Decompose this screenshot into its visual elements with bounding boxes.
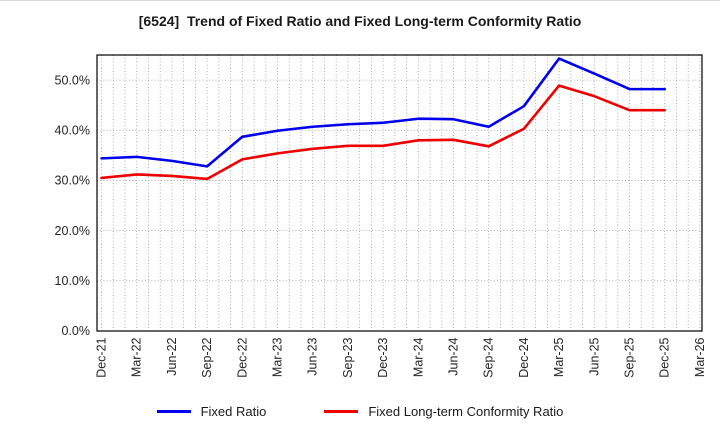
x-tick-label: Jun-24 (447, 337, 461, 375)
chart-title: [6524] Trend of Fixed Ratio and Fixed Lo… (138, 13, 582, 29)
x-tick-label: Dec-21 (95, 337, 109, 377)
x-tick-label: Sep-25 (623, 337, 637, 377)
chart-legend: Fixed Ratio Fixed Long-term Conformity R… (0, 404, 720, 419)
fixed-long-term-line-swatch (324, 410, 359, 413)
x-tick-label: Mar-23 (271, 337, 285, 377)
legend-item-fixed-ratio: Fixed Ratio (156, 404, 267, 419)
plot-border (96, 54, 703, 332)
y-tick-label: 40.0% (55, 123, 90, 137)
x-tick-label: Mar-26 (693, 337, 707, 377)
y-tick-label: 20.0% (55, 224, 90, 238)
x-tick-label: Dec-22 (235, 337, 249, 377)
x-tick-label: Dec-25 (658, 337, 672, 377)
x-tick-label: Mar-24 (411, 337, 425, 377)
x-tick-label: Sep-22 (200, 337, 214, 377)
x-tick-label: Sep-23 (341, 337, 355, 377)
y-tick-label: 50.0% (55, 73, 90, 87)
x-tick-label: Dec-24 (517, 337, 531, 377)
series-line-0 (100, 57, 667, 168)
y-tick-label: 0.0% (62, 324, 91, 338)
x-tick-label: Jun-23 (306, 337, 320, 375)
y-tick-label: 30.0% (55, 174, 90, 188)
legend-label-fixed-long-term: Fixed Long-term Conformity Ratio (368, 404, 564, 419)
legend-label-fixed-ratio: Fixed Ratio (200, 404, 267, 419)
fixed-ratio-line-swatch (156, 410, 191, 413)
legend-item-fixed-long-term: Fixed Long-term Conformity Ratio (324, 404, 563, 419)
y-tick-label: 10.0% (55, 274, 90, 288)
x-tick-label: Sep-24 (482, 337, 496, 377)
x-tick-label: Jun-22 (165, 337, 179, 375)
x-tick-label: Jun-25 (587, 337, 601, 375)
x-tick-label: Mar-22 (130, 337, 144, 377)
x-tick-label: Mar-25 (552, 337, 566, 377)
series-line-1 (100, 84, 667, 181)
x-tick-label: Dec-23 (376, 337, 390, 377)
